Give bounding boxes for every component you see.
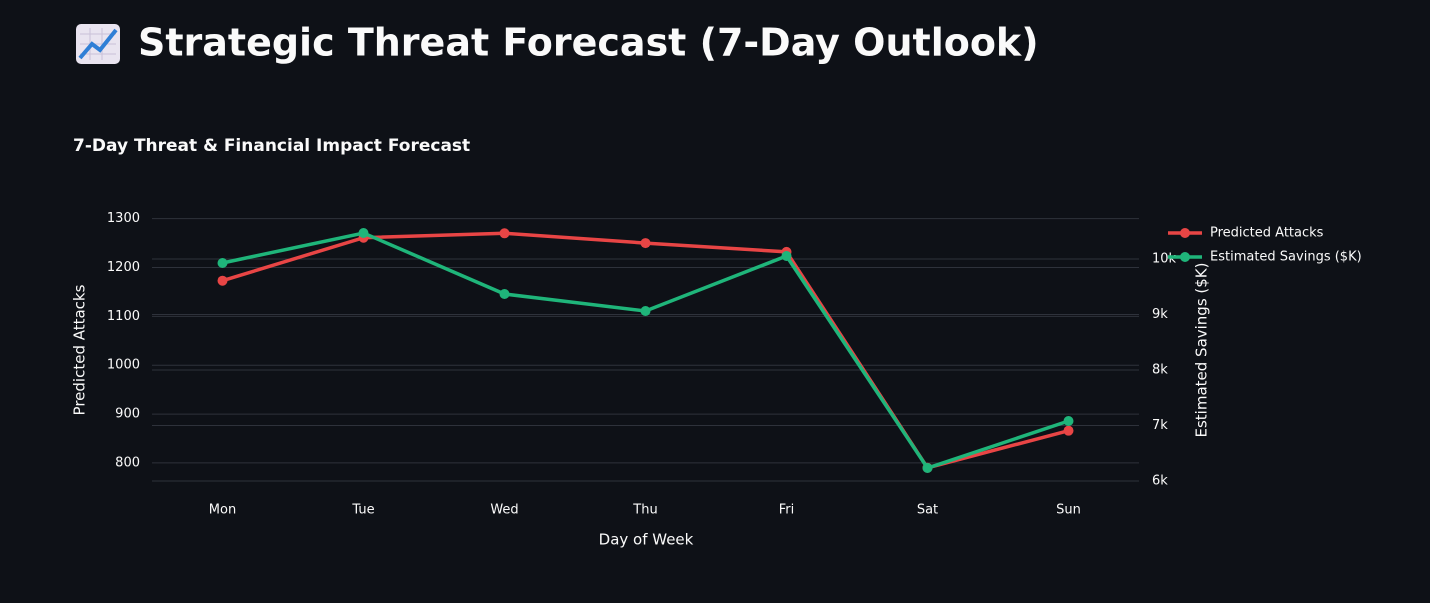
legend-label: Estimated Savings ($K) xyxy=(1210,250,1362,265)
legend-marker xyxy=(1180,252,1190,262)
x-tick-label: Fri xyxy=(779,503,795,518)
y-axis-title: Predicted Attacks xyxy=(71,284,89,415)
legend-marker xyxy=(1180,228,1190,238)
y2-tick-label: 7k xyxy=(1152,418,1168,433)
x-tick-label: Tue xyxy=(351,503,374,518)
point xyxy=(781,251,792,262)
y2-tick-label: 10k xyxy=(1152,252,1177,267)
point xyxy=(499,228,510,239)
point xyxy=(358,228,369,239)
x-tick-label: Thu xyxy=(632,503,657,518)
y2-tick-label: 6k xyxy=(1152,474,1168,489)
series-line xyxy=(221,231,1069,470)
x-tick-label: Mon xyxy=(209,503,236,518)
legend-label: Predicted Attacks xyxy=(1210,226,1324,241)
point xyxy=(217,275,228,286)
x-tick-label: Wed xyxy=(490,503,518,518)
point xyxy=(217,257,228,268)
x-tick-label: Sat xyxy=(917,503,938,518)
page-title: Strategic Threat Forecast (7-Day Outlook… xyxy=(138,21,1039,65)
y-tick-label: 1100 xyxy=(107,309,140,324)
y2-tick-label: 8k xyxy=(1152,363,1168,378)
y2-tick-label: 9k xyxy=(1152,307,1168,322)
point xyxy=(1063,416,1074,427)
series-line xyxy=(222,231,1070,471)
y-tick-label: 900 xyxy=(115,407,140,422)
x-tick-label: Sun xyxy=(1056,503,1081,518)
y2-axis-title: Estimated Savings ($K) xyxy=(1193,263,1211,438)
x-axis-title: Day of Week xyxy=(599,531,694,549)
chart-title: 7-Day Threat & Financial Impact Forecast xyxy=(73,136,470,156)
point xyxy=(640,238,651,249)
title-icon xyxy=(76,24,120,64)
y-tick-label: 800 xyxy=(115,455,140,470)
y-tick-label: 1300 xyxy=(107,211,140,226)
y-tick-label: 1000 xyxy=(107,358,140,373)
y-tick-label: 1200 xyxy=(107,260,140,275)
point xyxy=(1063,425,1074,436)
point xyxy=(640,306,651,317)
point xyxy=(499,289,510,300)
point xyxy=(922,463,933,474)
